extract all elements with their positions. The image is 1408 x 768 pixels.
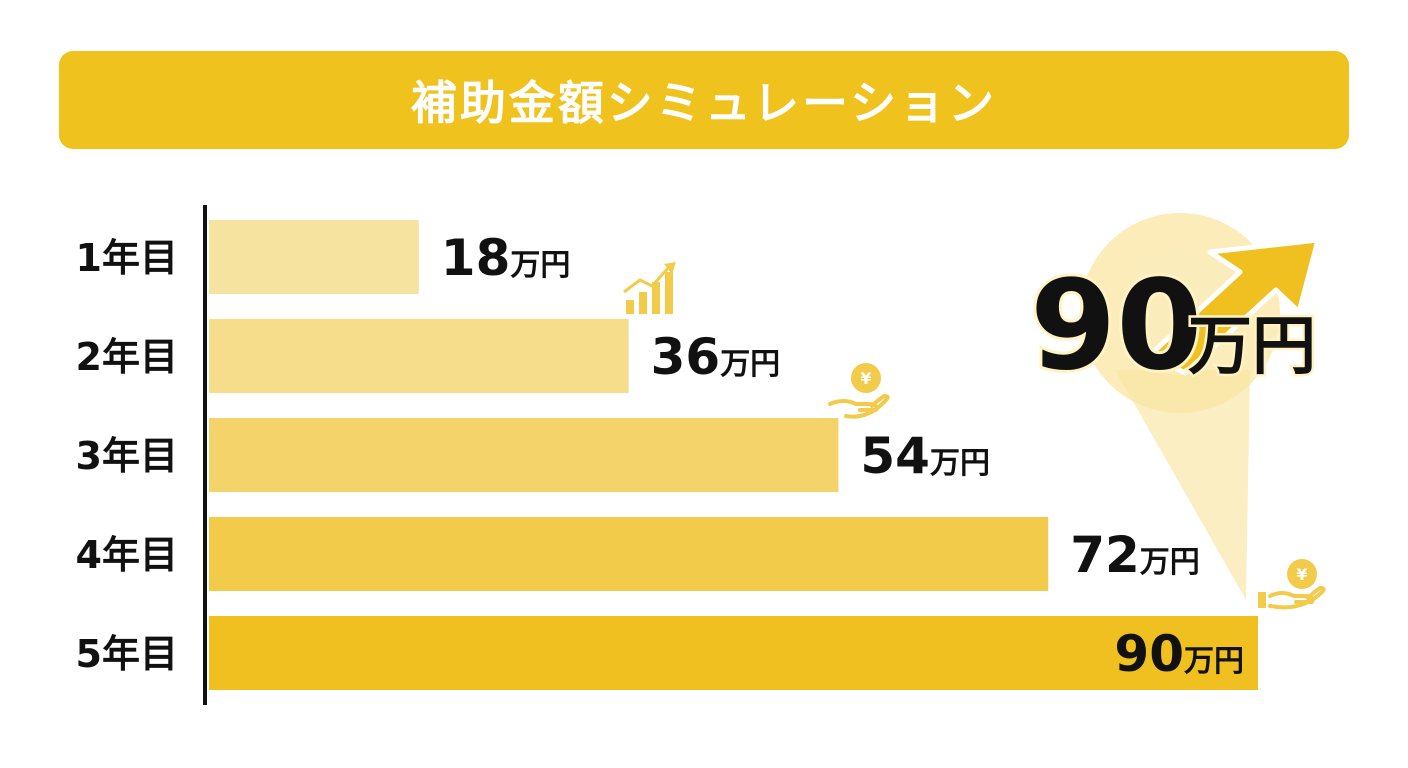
value-number: 18 (441, 229, 511, 287)
value-unit: 万円 (930, 446, 990, 481)
growth-chart-icon (623, 262, 676, 314)
callout-unit: 万円 (1188, 310, 1316, 384)
bar-year-5 (209, 616, 1258, 690)
bar-year-2 (209, 319, 629, 393)
value-unit: 万円 (720, 347, 780, 382)
svg-text:¥: ¥ (1296, 565, 1307, 584)
total-callout: 90 万円 (1027, 251, 1319, 401)
category-label: 3年目 (76, 434, 178, 478)
value-unit: 万円 (510, 248, 570, 283)
category-label: 2年目 (76, 335, 178, 379)
title-banner: 補助金額シミュレーション (59, 51, 1349, 149)
value-label: 18万円 (441, 229, 571, 287)
value-label: 36万円 (651, 328, 781, 386)
category-label: 5年目 (76, 632, 178, 676)
category-label: 4年目 (76, 533, 178, 577)
value-unit: 万円 (1140, 545, 1200, 580)
bar-year-4 (209, 517, 1049, 591)
up-trend-arrow-icon (1147, 237, 1321, 376)
value-number: 72 (1070, 526, 1140, 584)
bar-year-3 (209, 418, 839, 492)
value-number: 54 (860, 427, 930, 485)
value-number: 90 (1114, 625, 1184, 683)
callout-number: 90 (1030, 254, 1203, 398)
yen-coin-hand-icon: ¥ (1258, 559, 1326, 610)
bar-year-1 (209, 220, 419, 294)
value-unit: 万円 (1184, 644, 1244, 679)
value-number: 36 (651, 328, 721, 386)
yen-coin-hand-icon: ¥ (828, 363, 890, 419)
category-label: 1年目 (76, 236, 178, 280)
chart-title: 補助金額シミュレーション (410, 76, 998, 130)
svg-text:¥: ¥ (860, 369, 871, 388)
value-label: 54万円 (860, 427, 990, 485)
value-label: 90万円 (1114, 625, 1244, 683)
value-label: 72万円 (1070, 526, 1200, 584)
